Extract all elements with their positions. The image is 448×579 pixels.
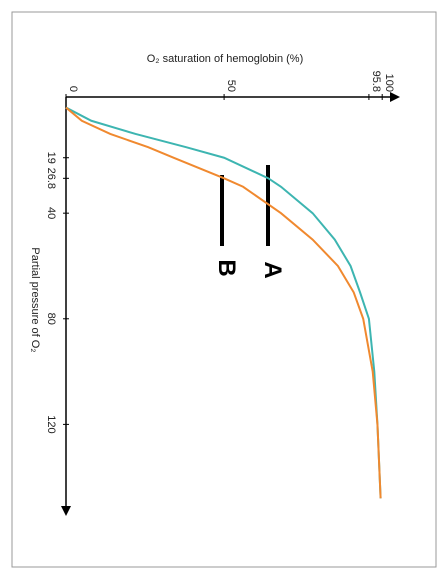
frame [11, 11, 437, 568]
x-axis-label: Partial pressure of O₂ [29, 247, 41, 352]
y-tick-label: 95.8 [370, 71, 382, 92]
y-tick-label: 50 [225, 80, 237, 92]
x-tick-label: 19 [45, 152, 57, 164]
series-label: A [259, 261, 286, 278]
y-tick-label: 100 [383, 74, 395, 92]
chart-title: O₂ saturation of hemoglobin (%) [147, 53, 304, 65]
axis-arrow [61, 506, 71, 516]
x-tick-label: 40 [45, 207, 57, 219]
y-tick-label: 0 [67, 86, 79, 92]
curve [65, 106, 382, 499]
curve [65, 106, 382, 499]
axis-arrow [390, 92, 400, 102]
x-tick-label: 120 [45, 415, 57, 433]
x-tick-label: 26.8 [45, 168, 57, 189]
x-tick-label: 80 [45, 313, 57, 325]
series-label: B [213, 259, 240, 276]
